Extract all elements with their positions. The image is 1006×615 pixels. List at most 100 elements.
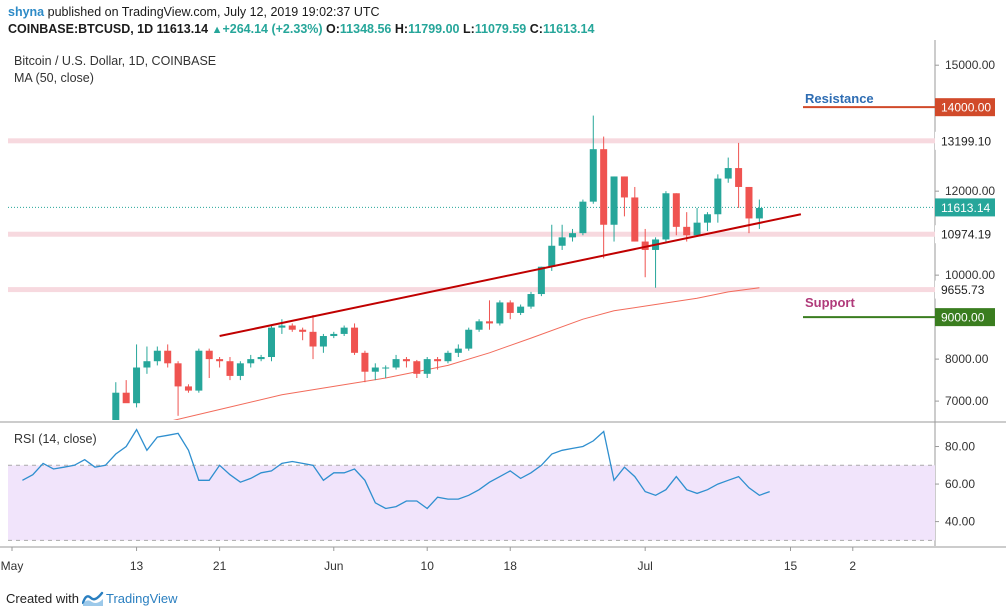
tag-9655: 9655.73 — [935, 280, 995, 299]
tradingview-brand[interactable]: TradingView — [106, 591, 178, 606]
candle — [506, 300, 514, 320]
tag-10974-bg — [935, 225, 995, 244]
candle — [600, 136, 608, 259]
time-tick-label: 18 — [504, 559, 518, 573]
candle — [610, 176, 618, 242]
candle-body — [703, 214, 711, 223]
candle — [579, 199, 587, 236]
trendline — [219, 213, 802, 338]
ohlc-high: H:11799.00 — [394, 22, 460, 36]
candle — [527, 291, 535, 309]
candle — [382, 365, 390, 379]
candle-body — [600, 149, 608, 225]
candle — [392, 354, 400, 370]
candle — [351, 323, 359, 355]
candle-body — [496, 302, 504, 324]
candle — [620, 176, 628, 217]
candle — [537, 266, 545, 297]
candle-body — [402, 359, 410, 362]
candle — [247, 354, 255, 368]
candle-body — [236, 363, 244, 376]
candle-body — [548, 245, 556, 267]
ma-legend: MA (50, close) — [14, 71, 94, 85]
tag-10974: 10974.19 — [935, 225, 995, 244]
candle-body — [133, 367, 141, 404]
tag-last-price: 11613.14 — [935, 198, 995, 217]
candle-body — [517, 306, 525, 313]
axes: 7000.00 8000.00 10000.00 12000.00 15000.00 40… — [1, 58, 996, 573]
ohlc-low: L:11079.59 — [463, 22, 527, 36]
publish-info: shyna published on TradingView.com, July… — [8, 5, 380, 19]
candle — [714, 174, 722, 223]
candle-body — [309, 331, 317, 347]
tag-last-price-text: 11613.14 — [941, 201, 990, 215]
candle-body — [319, 336, 327, 347]
candle-body — [506, 302, 514, 313]
tag-10974-text: 10974.19 — [941, 228, 991, 242]
candle-body — [662, 193, 670, 240]
tag-resistance: 14000.00 — [935, 98, 995, 117]
candle-body — [351, 327, 359, 353]
up-triangle-icon: ▲ — [211, 24, 223, 36]
candle-body — [413, 361, 421, 374]
symbol-quote: COINBASE:BTCUSD, 1D 11613.14 ▲+264.14 (+… — [8, 22, 594, 36]
candle-body — [205, 350, 213, 360]
candle-body — [641, 241, 649, 250]
candle-body — [153, 350, 161, 362]
candle-body — [672, 193, 680, 227]
candle-body — [620, 176, 628, 198]
rsi-legend: RSI (14, close) — [14, 432, 97, 446]
last-price: 11613.14 — [156, 22, 209, 36]
price-chart[interactable]: 7000.00 8000.00 10000.00 12000.00 15000.00 40… — [0, 40, 1006, 586]
price-tick-label: 8000.00 — [945, 352, 989, 366]
candle-body — [683, 226, 691, 236]
candle — [257, 354, 265, 362]
candle-body — [268, 327, 275, 358]
candle — [444, 350, 452, 364]
candle-body — [693, 222, 701, 236]
tag-9655-bg — [935, 280, 995, 299]
candle — [735, 142, 743, 208]
candle — [361, 350, 369, 383]
candle — [724, 157, 732, 183]
candle-body — [631, 197, 639, 242]
candle — [662, 191, 670, 242]
support-label: Support — [805, 295, 855, 310]
candle — [413, 359, 421, 379]
author-name[interactable]: shyna — [8, 5, 45, 19]
time-tick-label: 13 — [130, 559, 144, 573]
candle — [153, 346, 161, 366]
candle-body — [465, 329, 473, 349]
candle — [268, 325, 275, 362]
publish-text: published on TradingView.com, July 12, 2… — [47, 5, 380, 19]
candle-body — [434, 359, 442, 362]
candle — [112, 382, 120, 420]
candle — [309, 315, 317, 360]
candle-body — [423, 359, 431, 374]
candle-body — [475, 321, 483, 330]
chart-title: Bitcoin / U.S. Dollar, 1D, COINBASE — [14, 54, 216, 68]
candlesticks — [112, 115, 763, 420]
candle — [278, 319, 286, 334]
rsi-line — [22, 428, 770, 510]
candle — [589, 115, 597, 204]
candle — [174, 361, 182, 416]
price-change: +264.14 (+2.33%) — [222, 22, 323, 36]
pink-level-band — [8, 138, 935, 144]
horizontal-levels — [8, 106, 935, 319]
candle-body — [610, 176, 618, 225]
tag-13199-text: 13199.10 — [941, 134, 991, 148]
candle — [205, 348, 213, 379]
candle — [330, 331, 338, 339]
candle — [454, 344, 462, 358]
time-tick-label: 15 — [784, 559, 798, 573]
candle — [299, 327, 307, 341]
candle — [517, 304, 525, 316]
candle-body — [579, 201, 587, 234]
candle — [133, 344, 141, 408]
rsi-panel — [8, 428, 935, 541]
candle — [288, 323, 296, 332]
ohlc-open: O:11348.56 — [326, 22, 392, 36]
moving-average — [172, 287, 760, 420]
candle-body — [226, 361, 234, 376]
